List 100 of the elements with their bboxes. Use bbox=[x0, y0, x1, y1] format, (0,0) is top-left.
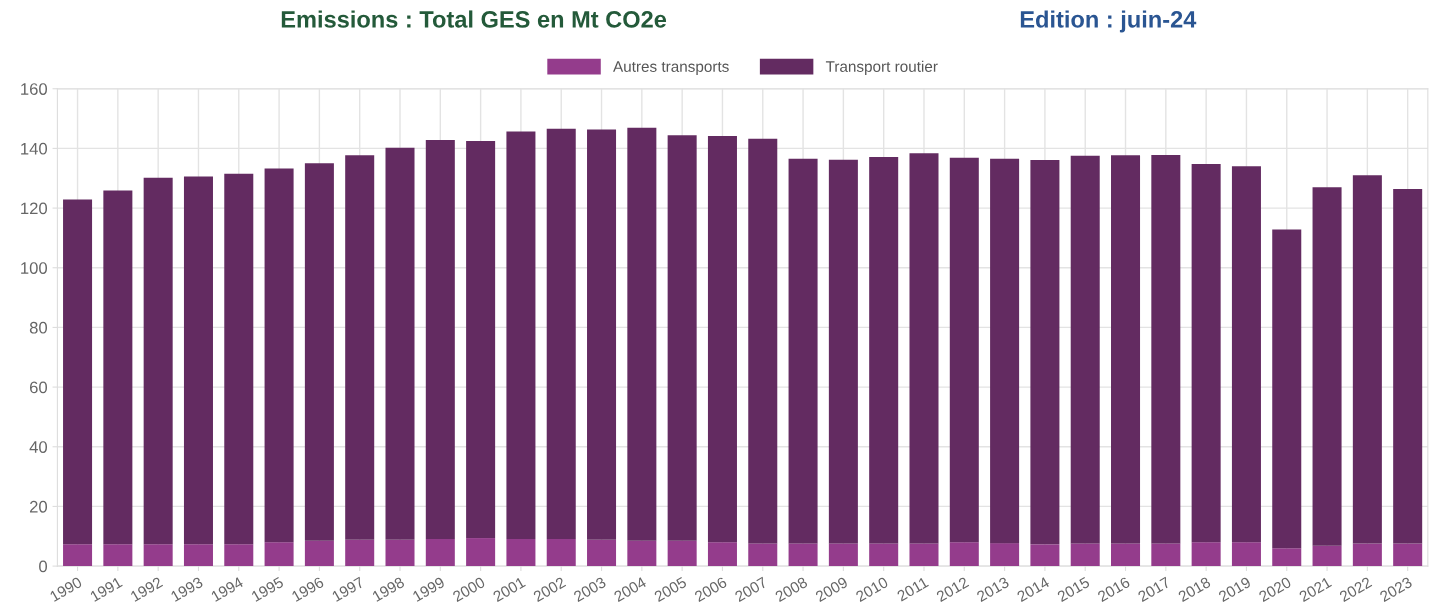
bar bbox=[546, 538, 576, 567]
x-tick-label: 2016 bbox=[1096, 576, 1131, 603]
bar bbox=[1070, 543, 1100, 567]
x-tick-label: 2004 bbox=[613, 576, 648, 603]
x-tick-label: 1991 bbox=[89, 576, 123, 602]
x-tick-label: 2007 bbox=[734, 576, 768, 603]
bar bbox=[990, 158, 1020, 544]
bar bbox=[667, 135, 697, 541]
bar bbox=[1191, 163, 1221, 543]
bar bbox=[1151, 543, 1181, 567]
x-tick-label: 2000 bbox=[452, 576, 486, 603]
bar bbox=[103, 544, 133, 567]
bar bbox=[224, 173, 254, 545]
bar bbox=[183, 544, 213, 567]
bar bbox=[264, 542, 294, 567]
bar bbox=[788, 543, 818, 567]
bar bbox=[466, 538, 496, 567]
bar bbox=[1272, 548, 1302, 567]
x-tick-label: 2014 bbox=[1016, 576, 1051, 603]
bar bbox=[869, 543, 899, 567]
bar bbox=[627, 127, 657, 541]
x-tick-label: 2013 bbox=[976, 576, 1010, 603]
bar bbox=[264, 168, 294, 543]
y-tick-label: 80 bbox=[29, 321, 48, 334]
bar bbox=[183, 176, 213, 545]
x-tick-label: 2021 bbox=[1298, 576, 1333, 603]
x-tick-label: 1997 bbox=[331, 576, 365, 602]
bar bbox=[1151, 154, 1181, 544]
bar bbox=[345, 539, 375, 567]
x-tick-label: 2003 bbox=[572, 576, 607, 603]
x-tick-label: 1999 bbox=[412, 576, 446, 602]
x-tick-label: 1992 bbox=[129, 576, 164, 602]
bar bbox=[909, 543, 939, 567]
bar bbox=[1111, 543, 1141, 567]
bar bbox=[143, 544, 173, 567]
y-tick-label: 140 bbox=[21, 142, 48, 155]
x-tick-label: 2011 bbox=[896, 576, 929, 602]
bar bbox=[990, 543, 1020, 567]
y-tick-label: 20 bbox=[29, 500, 48, 513]
x-tick-label: 2018 bbox=[1177, 576, 1212, 603]
bar bbox=[385, 539, 415, 567]
bar bbox=[304, 163, 334, 541]
bar bbox=[546, 128, 576, 539]
bar bbox=[869, 157, 899, 544]
bar bbox=[1393, 543, 1423, 567]
bar bbox=[748, 138, 778, 544]
y-tick-label: 100 bbox=[21, 262, 48, 274]
bar bbox=[1111, 155, 1141, 544]
bar bbox=[627, 540, 657, 567]
x-tick-label: 1995 bbox=[250, 576, 285, 602]
x-tick-label: 2006 bbox=[693, 576, 728, 603]
x-tick-label: 2008 bbox=[774, 576, 809, 603]
bar bbox=[949, 157, 979, 543]
bar bbox=[1030, 160, 1060, 545]
y-tick-label: 160 bbox=[21, 83, 48, 95]
x-tick-label: 2005 bbox=[653, 576, 688, 603]
bar bbox=[63, 199, 93, 545]
chart-title: Emissions : Total GES en Mt CO2e bbox=[281, 10, 667, 28]
x-tick-label: 2009 bbox=[814, 576, 849, 603]
bar bbox=[304, 540, 334, 567]
bar bbox=[1191, 542, 1221, 567]
bar bbox=[788, 158, 818, 544]
y-tick-label: 0 bbox=[39, 560, 48, 573]
bar bbox=[949, 542, 979, 567]
x-tick-label: 2017 bbox=[1137, 576, 1171, 603]
x-tick-label: 1990 bbox=[49, 576, 83, 602]
bar bbox=[909, 153, 939, 544]
bar bbox=[828, 159, 858, 544]
bar bbox=[466, 140, 496, 539]
x-tick-label: 2015 bbox=[1056, 576, 1091, 603]
x-tick-label: 2010 bbox=[855, 576, 889, 603]
y-tick-label: 60 bbox=[29, 381, 48, 394]
bar bbox=[1030, 544, 1060, 567]
bar bbox=[1312, 545, 1342, 567]
bar bbox=[506, 131, 536, 539]
bar bbox=[63, 544, 93, 567]
x-tick-label: 2023 bbox=[1379, 576, 1413, 603]
legend-label: Autres transports bbox=[613, 61, 729, 75]
x-tick-label: 2012 bbox=[935, 576, 970, 603]
bar bbox=[506, 538, 536, 567]
x-tick-label: 2001 bbox=[492, 576, 526, 603]
bar bbox=[143, 177, 173, 545]
bar bbox=[587, 129, 617, 540]
x-tick-label: 2002 bbox=[532, 576, 567, 603]
x-tick-label: 1996 bbox=[291, 576, 325, 602]
bar bbox=[1312, 187, 1342, 546]
bar bbox=[828, 543, 858, 567]
bar bbox=[707, 135, 737, 543]
bar bbox=[345, 155, 375, 540]
bar bbox=[1070, 155, 1100, 544]
bar bbox=[587, 539, 617, 567]
x-tick-label: 2020 bbox=[1258, 576, 1292, 603]
y-tick-label: 40 bbox=[29, 441, 48, 453]
bar bbox=[224, 544, 254, 567]
bar bbox=[1231, 542, 1261, 567]
x-tick-label: 1994 bbox=[210, 576, 245, 602]
bar bbox=[1352, 543, 1382, 567]
bar bbox=[667, 540, 697, 567]
x-tick-label: 1993 bbox=[170, 576, 204, 602]
bar bbox=[425, 140, 455, 539]
